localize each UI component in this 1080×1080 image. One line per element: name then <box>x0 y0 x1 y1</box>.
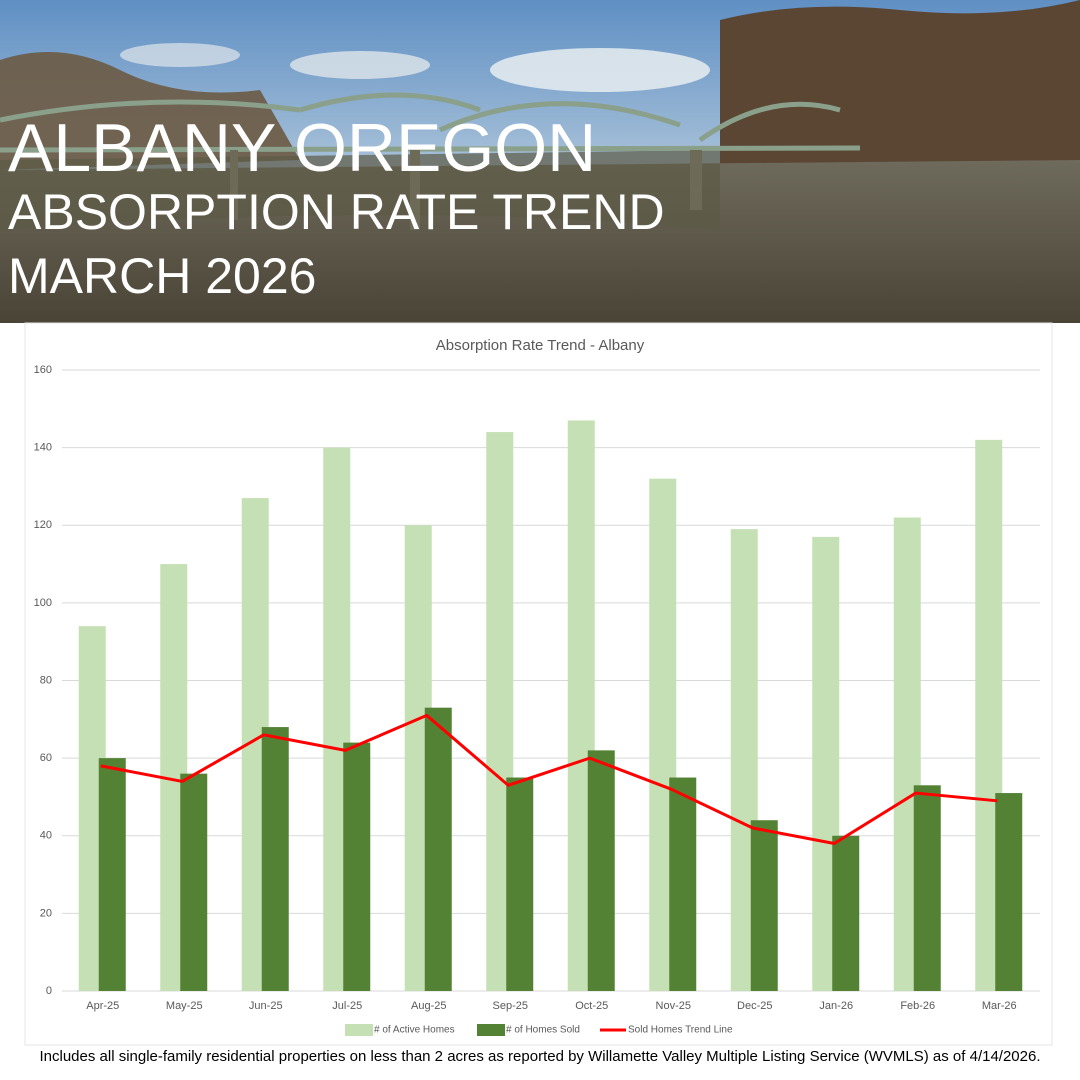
x-tick-label: Feb-26 <box>900 1000 935 1012</box>
y-tick-label: 100 <box>34 597 52 609</box>
bar <box>587 750 615 991</box>
bar <box>261 727 289 991</box>
bar <box>98 758 126 991</box>
y-tick-label: 80 <box>40 674 52 686</box>
bar <box>669 777 697 991</box>
bar <box>995 793 1023 991</box>
x-tick-label: Jan-26 <box>819 1000 853 1012</box>
header-date: MARCH 2026 <box>8 248 316 304</box>
chart-title: Absorption Rate Trend - Albany <box>436 337 645 354</box>
legend-swatch <box>345 1024 373 1036</box>
header-photo: ALBANY OREGON ABSORPTION RATE TREND MARC… <box>0 0 1080 323</box>
footnote: Includes all single-family residential p… <box>39 1048 1040 1065</box>
x-tick-label: Sep-25 <box>493 1000 528 1012</box>
legend-label: # of Active Homes <box>374 1025 455 1036</box>
x-tick-label: Oct-25 <box>575 1000 608 1012</box>
legend-swatch <box>477 1024 505 1036</box>
header-title: ALBANY OREGON <box>8 110 596 186</box>
bar <box>832 835 860 991</box>
x-tick-label: May-25 <box>166 1000 203 1012</box>
x-tick-label: Mar-26 <box>982 1000 1017 1012</box>
x-tick-label: Jun-25 <box>249 1000 283 1012</box>
y-tick-label: 120 <box>34 519 52 531</box>
legend-label: Sold Homes Trend Line <box>628 1025 733 1036</box>
x-tick-label: Dec-25 <box>737 1000 772 1012</box>
bar <box>424 707 452 991</box>
bar <box>343 742 371 991</box>
bar <box>180 773 208 991</box>
x-tick-label: Apr-25 <box>86 1000 119 1012</box>
y-tick-label: 60 <box>40 752 52 764</box>
y-tick-label: 40 <box>40 830 52 842</box>
y-tick-label: 0 <box>46 985 52 997</box>
x-tick-label: Nov-25 <box>656 1000 691 1012</box>
y-tick-label: 140 <box>34 442 52 454</box>
legend-label: # of Homes Sold <box>506 1025 580 1036</box>
y-tick-label: 20 <box>40 907 52 919</box>
y-tick-label: 160 <box>34 364 52 376</box>
bar <box>913 785 941 991</box>
x-tick-label: Jul-25 <box>332 1000 362 1012</box>
bar <box>506 777 534 991</box>
trend-line <box>100 713 998 846</box>
x-tick-label: Aug-25 <box>411 1000 446 1012</box>
plot: 0 20 40 60 80 100 120 140 160 Apr-25 May-25 Jun-25 J… <box>34 364 1040 1036</box>
header-subtitle: ABSORPTION RATE TREND <box>8 184 665 240</box>
bar <box>750 820 778 991</box>
